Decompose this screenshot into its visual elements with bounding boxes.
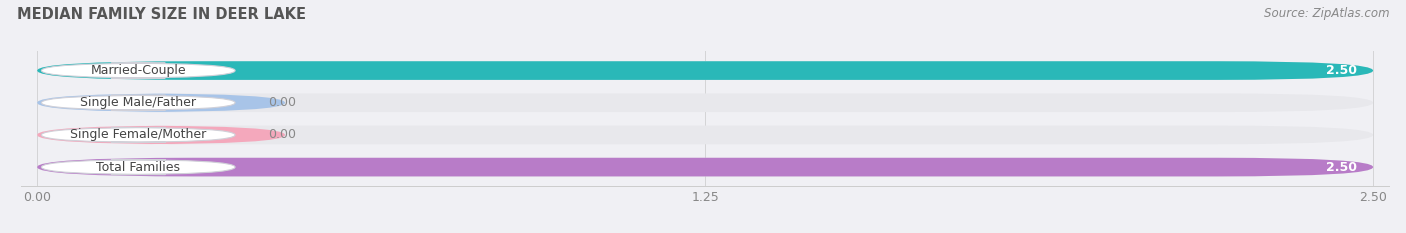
Text: Single Male/Father: Single Male/Father [80, 96, 197, 109]
FancyBboxPatch shape [37, 158, 1374, 176]
Text: Source: ZipAtlas.com: Source: ZipAtlas.com [1264, 7, 1389, 20]
FancyBboxPatch shape [37, 61, 1374, 80]
Text: MEDIAN FAMILY SIZE IN DEER LAKE: MEDIAN FAMILY SIZE IN DEER LAKE [17, 7, 307, 22]
FancyBboxPatch shape [41, 63, 235, 78]
FancyBboxPatch shape [41, 95, 235, 110]
Text: Single Female/Mother: Single Female/Mother [70, 128, 207, 141]
FancyBboxPatch shape [37, 158, 1374, 176]
Text: 0.00: 0.00 [269, 96, 297, 109]
FancyBboxPatch shape [37, 93, 285, 112]
FancyBboxPatch shape [41, 127, 235, 142]
FancyBboxPatch shape [37, 93, 1374, 112]
FancyBboxPatch shape [37, 61, 1374, 80]
Text: Married-Couple: Married-Couple [90, 64, 186, 77]
FancyBboxPatch shape [41, 160, 235, 175]
Text: 0.00: 0.00 [269, 128, 297, 141]
Text: 2.50: 2.50 [1326, 161, 1357, 174]
Text: Total Families: Total Families [96, 161, 180, 174]
Text: 2.50: 2.50 [1326, 64, 1357, 77]
FancyBboxPatch shape [37, 126, 1374, 144]
FancyBboxPatch shape [37, 126, 285, 144]
